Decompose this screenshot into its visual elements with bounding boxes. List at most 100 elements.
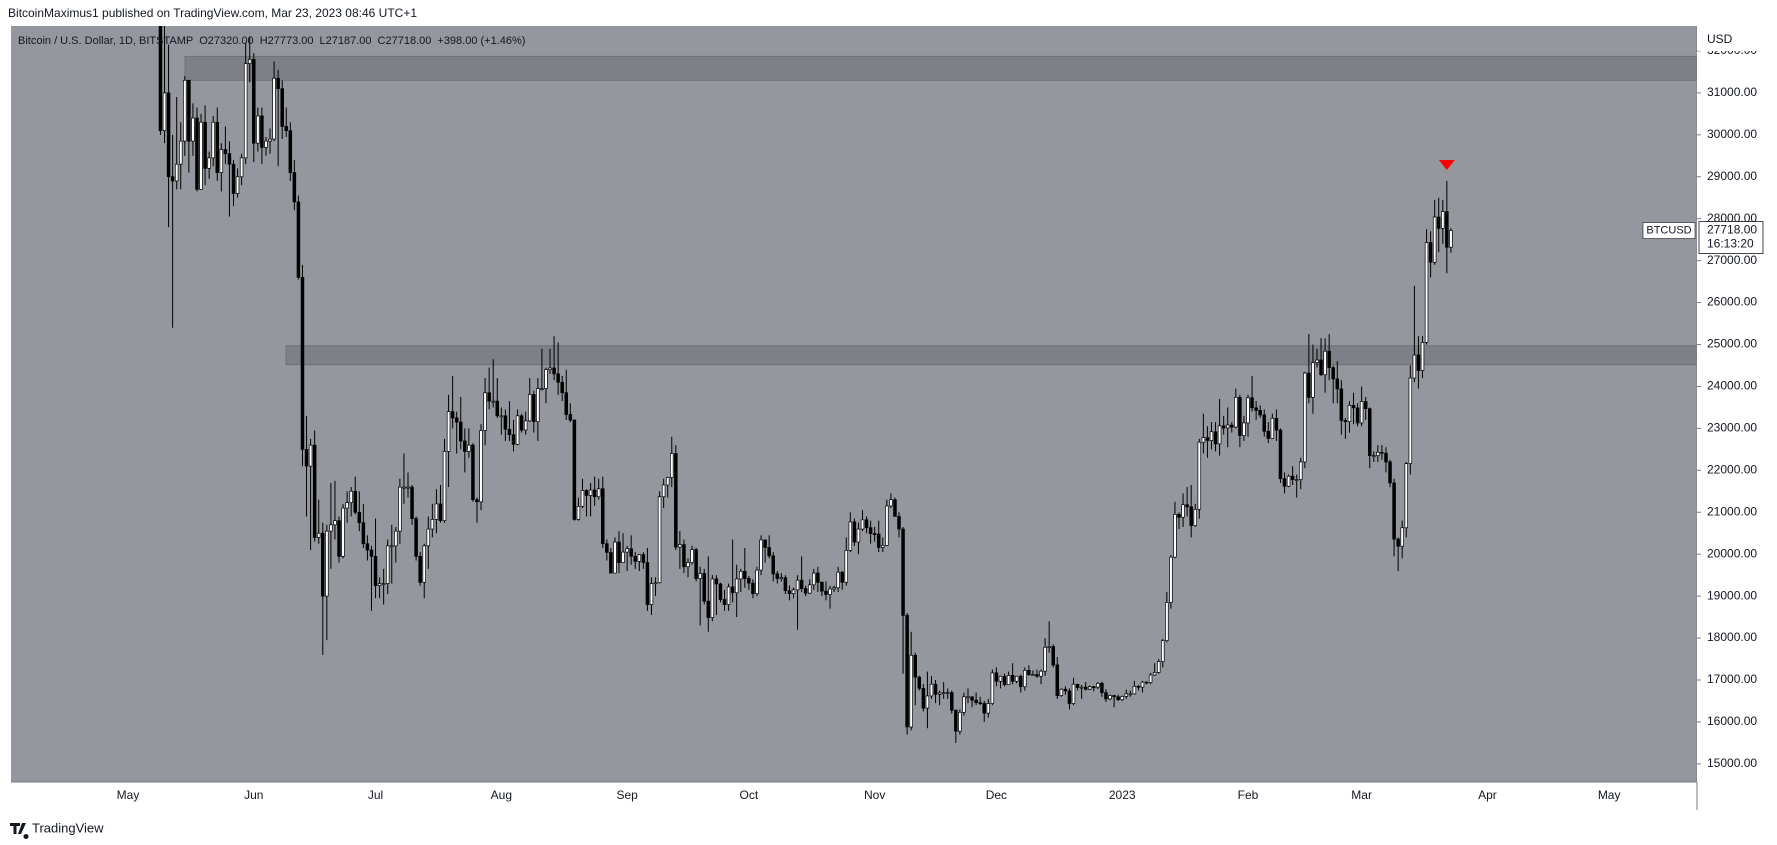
candle-body [1400,527,1404,547]
candle-body [556,373,560,383]
candle-body [544,369,548,389]
candle-body [893,499,897,517]
y-tick-label: 16000.00 [1707,714,1757,728]
candle-body [499,415,504,418]
candle-body [438,503,443,521]
candle-body [1059,688,1064,696]
candle-body [913,654,917,678]
candle-body [1282,478,1287,487]
candle-body [775,573,780,579]
candle-body [1201,437,1206,443]
candle-body [986,703,991,714]
candle-body [187,79,191,142]
price-axis [1697,26,1767,782]
candle-body [572,419,577,520]
candle-body [463,440,467,452]
candle-body [1144,681,1149,684]
candle-body [292,172,297,203]
candle-body [1230,424,1234,428]
candle-body [1181,504,1185,518]
y-tick-label: 22000.00 [1707,462,1757,476]
candle-body [503,415,508,430]
change: +398.00 (+1.46%) [437,35,525,47]
candle-body [304,449,309,467]
candle-body [730,586,735,594]
candle-body [1014,675,1019,682]
candle-body [564,392,569,415]
candle-body [998,675,1003,682]
candle-body [369,549,374,557]
candle-body [491,400,495,403]
candle-body [1063,688,1068,692]
candle-body [966,696,970,699]
candle-body [1359,401,1364,424]
y-tick-label: 21000.00 [1707,504,1757,518]
candle-body [515,415,520,445]
candle-body [552,367,556,375]
y-tick-label: 29000.00 [1707,169,1757,183]
candle-body [410,486,414,519]
candle-body [239,157,244,178]
candle-body [207,157,211,169]
candle-body [1384,452,1388,463]
candle-body [897,516,901,530]
candle-body [1027,670,1031,675]
candle-body [329,524,333,532]
candle-body [1039,670,1043,677]
plot-area [11,26,1697,782]
footer-logo [10,823,29,839]
candle-body [929,683,934,697]
candle-body [1023,670,1027,688]
candle-body [312,444,317,538]
candle-body [1205,437,1210,441]
candle-body [1428,242,1433,263]
candle-body [1376,451,1380,456]
candle-body [1108,695,1112,700]
candle-body [479,430,483,503]
candle-body [166,92,171,178]
candle-body [1185,504,1189,508]
x-tick-label: May [117,788,140,802]
candle-body [1388,461,1392,484]
candle-body [613,541,617,574]
candle-body [1404,463,1409,529]
candle-body [637,554,642,562]
candle-body [475,499,479,503]
candle-body [377,583,382,587]
x-tick-label: Mar [1351,788,1372,802]
candle-body [1100,683,1104,693]
candle-body [848,521,853,551]
candle-body [1209,431,1214,441]
candle-body [1140,681,1145,688]
y-tick-label: 30000.00 [1707,127,1757,141]
candle-body [325,530,329,597]
candle-body [1294,479,1299,481]
candle-body [820,581,824,592]
candle-body [901,528,905,616]
candle-body [1449,230,1453,248]
candle-body [321,532,325,597]
candle-body [840,571,844,583]
candle-body [272,77,276,140]
candle-body [958,711,962,732]
candle-body [442,451,447,521]
candle-body [223,149,228,155]
candle-body [487,392,491,402]
candle-body [211,121,215,159]
countdown: 16:13:20 [1707,237,1754,251]
candle-body [605,543,609,553]
candle-body [1132,685,1137,695]
candle-body [1173,514,1177,558]
candle-body [219,149,224,173]
candle-body [710,578,715,618]
ohlc-key: H [260,35,268,47]
candle-body [532,394,536,423]
candle-body [1372,455,1376,457]
candle-body [649,583,654,605]
candle-body [1363,401,1368,410]
candle-body [868,527,873,534]
candle-body [954,709,958,732]
candle-body [1258,410,1262,416]
candle-body [889,499,893,507]
candle-body [759,539,763,571]
